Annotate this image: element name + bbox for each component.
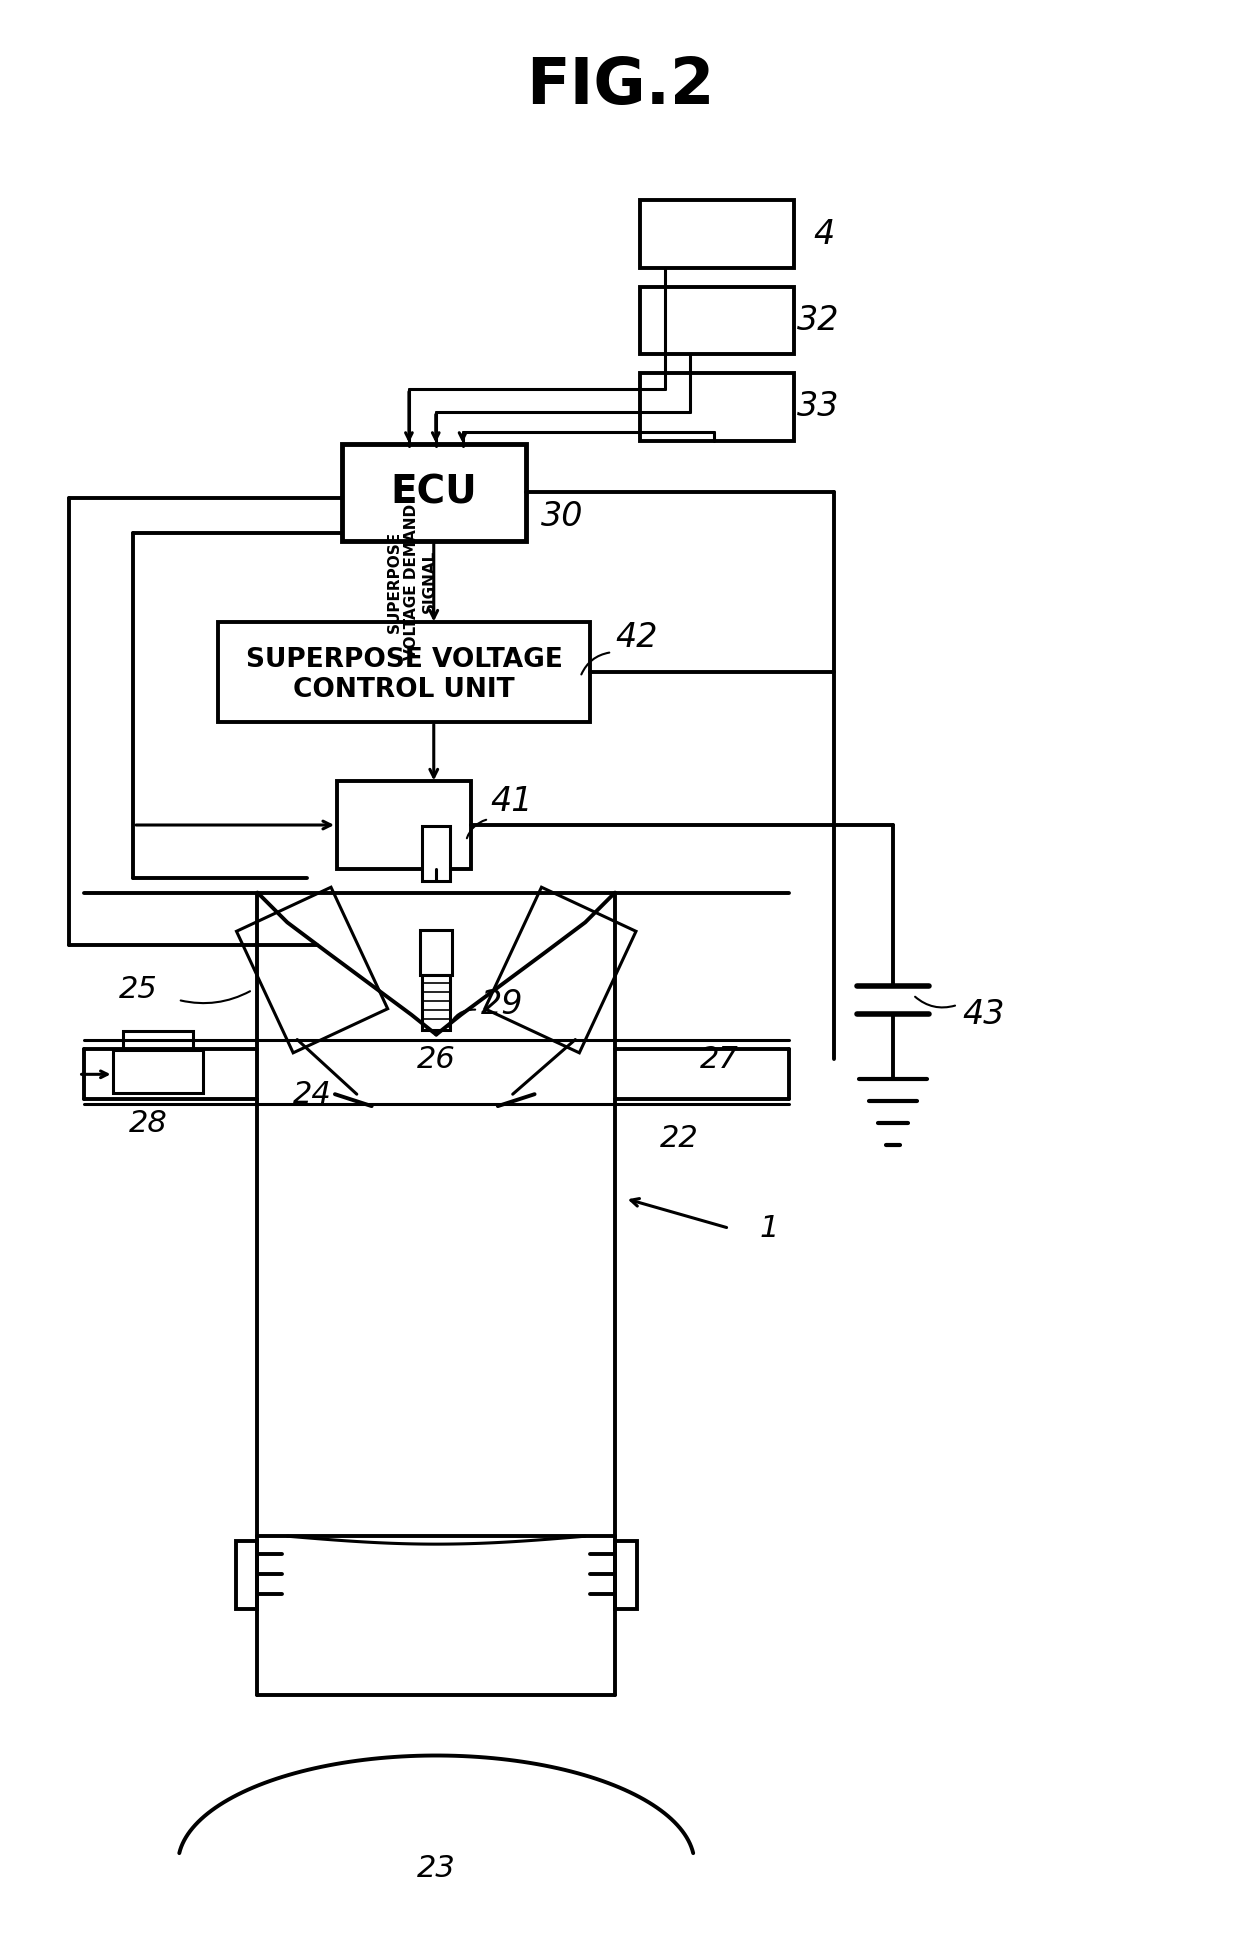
Text: 43: 43 <box>962 997 1006 1030</box>
Text: SUPERPOSE
VOLTAGE DEMAND
SIGNAL: SUPERPOSE VOLTAGE DEMAND SIGNAL <box>387 505 436 660</box>
Text: 25: 25 <box>118 976 157 1005</box>
Text: 30: 30 <box>541 501 583 534</box>
Text: 41: 41 <box>491 785 533 818</box>
Text: 26: 26 <box>417 1044 455 1073</box>
Bar <box>123 1030 193 1068</box>
Bar <box>236 1541 258 1609</box>
Text: SUPERPOSE VOLTAGE: SUPERPOSE VOLTAGE <box>246 647 563 674</box>
Text: 4: 4 <box>813 218 835 251</box>
Bar <box>615 1541 637 1609</box>
Text: 27: 27 <box>699 1044 739 1073</box>
Text: CONTROL UNIT: CONTROL UNIT <box>293 676 515 703</box>
Text: ECU: ECU <box>391 473 477 510</box>
Bar <box>337 781 471 869</box>
Bar <box>423 826 450 880</box>
Polygon shape <box>237 886 388 1052</box>
Bar <box>640 286 794 355</box>
Text: 42: 42 <box>615 621 657 655</box>
Bar <box>640 374 794 440</box>
Text: 22: 22 <box>660 1124 699 1153</box>
Bar <box>113 1050 203 1093</box>
Text: 33: 33 <box>797 390 839 423</box>
Text: FIG.2: FIG.2 <box>526 55 714 117</box>
Bar <box>423 976 450 1030</box>
Text: 28: 28 <box>129 1110 167 1138</box>
Bar <box>218 621 590 721</box>
Text: 1: 1 <box>759 1214 779 1243</box>
Text: 29: 29 <box>481 988 523 1021</box>
Bar <box>640 201 794 267</box>
Polygon shape <box>485 886 636 1052</box>
Text: 32: 32 <box>797 304 839 337</box>
Text: 24: 24 <box>293 1079 331 1108</box>
Text: 23: 23 <box>417 1854 455 1884</box>
Bar <box>420 931 453 976</box>
Bar <box>342 444 526 542</box>
